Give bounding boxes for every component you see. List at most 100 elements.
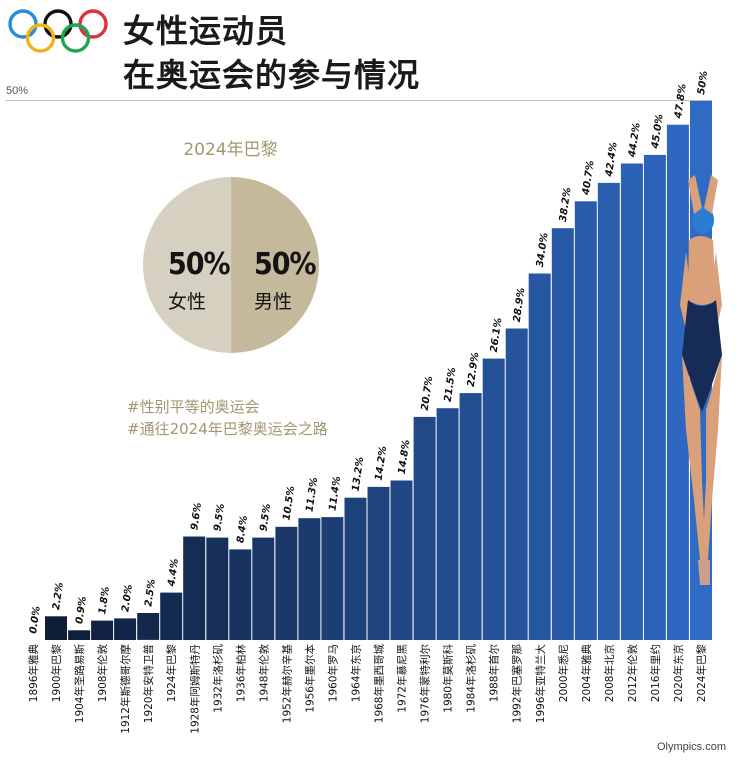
category-label: 2020年东京: [672, 644, 685, 702]
category-label: 1948年伦敦: [257, 644, 270, 703]
bar-value-label: 22.9%: [466, 352, 482, 388]
bar-2012年伦敦: [620, 163, 643, 640]
bar-1956年墨尔本: [298, 518, 321, 640]
reference-line-50: [6, 100, 712, 101]
category-label: 1976年蒙特利尔: [419, 644, 432, 723]
category-label: 1964年东京: [350, 644, 363, 702]
bar-1904年圣路易斯: [68, 630, 91, 640]
category-label: 1928年阿姆斯特丹: [188, 644, 201, 734]
category-label: 1960年罗马: [326, 644, 339, 702]
pie-slice-male: [231, 177, 319, 353]
bar-value-label: 26.1%: [489, 317, 505, 353]
pie-slice-female: [143, 177, 231, 353]
bar-1996年亚特兰大: [528, 273, 551, 640]
male-label: 男性: [254, 291, 293, 313]
category-label: 1988年首尔: [488, 644, 501, 702]
bar-1964年东京: [344, 497, 367, 640]
bar-1968年墨西哥城: [367, 486, 390, 640]
bar-1984年洛杉矶: [459, 393, 482, 640]
bar-1948年伦敦: [252, 537, 275, 640]
bar-1976年蒙特利尔: [413, 416, 436, 640]
bar-value-label: 50%: [696, 70, 710, 95]
bar-2020年东京: [666, 124, 689, 640]
bar-1952年赫尔辛基: [275, 526, 298, 640]
bar-value-label: 9.5%: [212, 503, 227, 532]
bar-value-label: 42.4%: [604, 141, 620, 178]
bar-value-label: 45.0%: [650, 113, 666, 150]
bar-2016年里约: [643, 154, 666, 640]
bar-value-label: 44.2%: [627, 122, 643, 159]
bar-value-label: 2.2%: [51, 582, 66, 611]
olympic-rings-logo: [8, 9, 108, 53]
hashtag-road-to-paris-2024[interactable]: #通往2024年巴黎奥运会之路: [127, 420, 328, 438]
category-label: 1972年慕尼黑: [396, 644, 409, 713]
category-label: 1996年亚特兰大: [534, 644, 547, 724]
bar-value-label: 14.8%: [397, 439, 413, 475]
category-label: 1900年巴黎: [50, 644, 63, 703]
bar-1936年柏林: [229, 549, 252, 640]
bar-value-label: 9.5%: [258, 503, 273, 532]
category-label: 2004年雅典: [580, 644, 593, 703]
bar-1928年阿姆斯特丹: [183, 536, 206, 640]
category-label: 1912年斯德哥尔摩: [119, 644, 132, 734]
bar-value-label: 40.7%: [581, 160, 597, 197]
bar-2004年雅典: [574, 201, 597, 641]
bar-value-label: 9.6%: [189, 502, 204, 531]
page-title-line2: 在奥运会的参与情况: [123, 56, 421, 94]
bar-value-label: 13.2%: [351, 456, 367, 492]
category-label: 1908年伦敦: [96, 644, 109, 703]
bar-value-label: 2.5%: [143, 578, 158, 607]
gender-pie-chart: [143, 177, 319, 353]
category-label: 2008年北京: [603, 644, 616, 702]
female-label: 女性: [168, 291, 207, 313]
category-label: 2024年巴黎: [695, 644, 708, 703]
category-label: 2012年伦敦: [626, 644, 639, 703]
bar-value-label: 10.5%: [281, 485, 297, 521]
bar-value-label: 38.2%: [558, 187, 574, 223]
bar-1900年巴黎: [45, 616, 67, 640]
category-label: 2016年里约: [649, 644, 662, 702]
category-label: 1936年柏林: [234, 644, 247, 703]
bar-value-label: 20.7%: [420, 375, 436, 411]
reference-line-label: 50%: [6, 85, 29, 97]
bar-1988年首尔: [482, 358, 505, 640]
bar-value-label: 11.4%: [327, 476, 343, 512]
bar-1960年罗马: [321, 517, 344, 640]
bar-value-label: 8.4%: [235, 515, 250, 544]
male-percentage: 50%: [254, 247, 317, 282]
bar-1980年莫斯科: [436, 408, 459, 640]
category-label: 1932年洛杉矶: [211, 644, 224, 713]
bar-1992年巴塞罗那: [505, 328, 528, 640]
category-label: 1980年莫斯科: [442, 644, 455, 713]
source-credit: Olympics.com: [656, 741, 726, 753]
category-label: 1984年洛杉矶: [465, 644, 478, 713]
page-title-line1: 女性运动员: [123, 12, 289, 50]
bar-value-label: 14.2%: [374, 445, 390, 481]
bar-1972年慕尼黑: [390, 480, 413, 640]
category-label: 1904年圣路易斯: [73, 644, 86, 724]
bar-value-label: 28.9%: [512, 287, 528, 323]
bar-1920年安特卫普: [137, 613, 160, 640]
pie-chart-title: 2024年巴黎: [183, 140, 278, 160]
bar-1924年巴黎: [160, 592, 183, 640]
category-label: 1924年巴黎: [165, 644, 178, 703]
bar-value-label: 0.9%: [74, 596, 89, 625]
category-label: 2000年悉尼: [557, 644, 570, 702]
bar-value-label: 34.0%: [535, 232, 551, 268]
bar-value-label: 1.8%: [97, 586, 112, 615]
bar-value-label: 0.0%: [28, 605, 43, 634]
category-label: 1920年安特卫普: [142, 644, 155, 723]
bar-value-label: 11.3%: [304, 477, 320, 513]
bar-1908年伦敦: [91, 620, 114, 640]
category-label: 1952年赫尔辛基: [280, 644, 293, 724]
bar-value-label: 2.0%: [120, 584, 135, 613]
category-label: 1896年雅典: [27, 644, 40, 703]
bar-value-label: 47.8%: [673, 83, 689, 120]
female-percentage: 50%: [168, 247, 231, 282]
hashtag-gender-equal-games[interactable]: #性别平等的奥运会: [127, 398, 260, 416]
bar-1932年洛杉矶: [206, 537, 229, 640]
category-label: 1956年墨尔本: [303, 644, 316, 713]
category-label: 1992年巴塞罗那: [511, 644, 524, 723]
swimmer-photo: [680, 175, 722, 585]
bar-value-label: 4.4%: [166, 558, 181, 588]
